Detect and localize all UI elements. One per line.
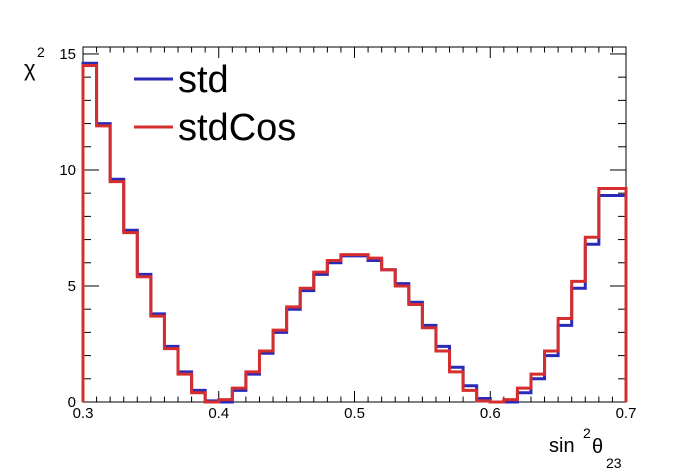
y-axis-title-base: χ	[24, 56, 36, 81]
series-line-stdCos	[81, 64, 628, 404]
legend: std stdCos	[134, 59, 296, 149]
x-axis-title-base: sin	[549, 435, 575, 457]
x-tick-label: 0.6	[480, 405, 501, 422]
y-tick-label: 10	[59, 162, 76, 179]
tick-labels: 0.3 0.4 0.5 0.6 0.7 0 5 10 15	[59, 46, 636, 422]
legend-label-stdCos: stdCos	[178, 107, 296, 149]
y-tick-label: 5	[68, 278, 76, 295]
y-axis-title-sup: 2	[37, 44, 45, 60]
x-axis-title: sin 2 θ 23	[549, 425, 622, 471]
x-tick-label: 0.3	[73, 405, 94, 422]
y-axis-title: χ 2	[24, 44, 45, 81]
x-tick-label: 0.7	[616, 405, 637, 422]
x-axis-title-sub: 23	[606, 455, 622, 471]
x-axis-title-sup: 2	[583, 425, 591, 441]
x-axis-title-greek: θ	[592, 436, 603, 458]
series-layer	[81, 61, 628, 404]
y-tick-label: 0	[68, 394, 76, 411]
x-tick-label: 0.4	[208, 405, 229, 422]
legend-label-std: std	[178, 59, 229, 101]
x-tick-label: 0.5	[344, 405, 365, 422]
y-tick-label: 15	[59, 46, 76, 63]
